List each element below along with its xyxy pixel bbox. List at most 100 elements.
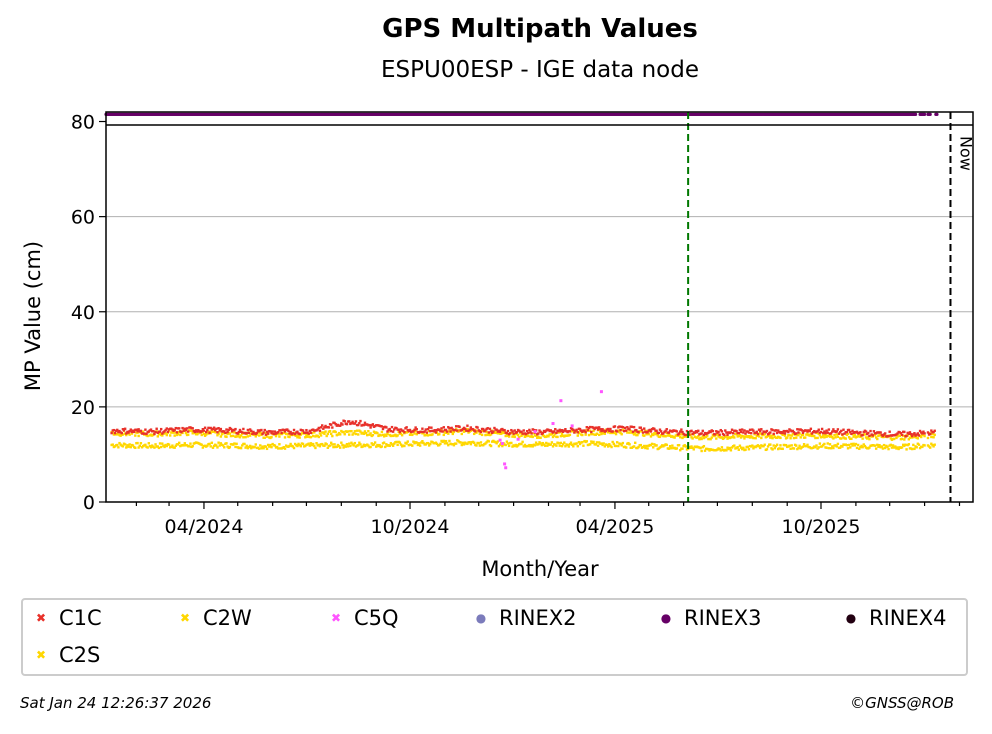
point-c1c <box>201 428 205 431</box>
point-c2s <box>601 443 604 447</box>
point-c2s <box>211 446 215 449</box>
point-c2w <box>254 435 257 438</box>
point-c2s <box>537 443 540 446</box>
point-c2s <box>835 445 838 448</box>
point-c2w <box>739 436 743 439</box>
point-c2w <box>485 430 488 434</box>
point-c2s <box>762 445 765 448</box>
point-c1c <box>247 431 251 435</box>
point-c1c <box>643 427 646 430</box>
point-c1c <box>177 427 181 430</box>
point-c2s <box>726 446 729 449</box>
point-c1c <box>717 430 720 434</box>
point-c1c <box>251 432 254 436</box>
point-c2w <box>755 434 759 437</box>
point-c1c <box>183 427 187 430</box>
point-c2s <box>429 442 432 446</box>
point-c1c <box>440 427 443 430</box>
point-c2s <box>792 447 796 450</box>
x-tick-label-10/2024: 10/2024 <box>371 516 450 538</box>
point-c1c <box>613 425 617 428</box>
point-c2s <box>772 444 775 447</box>
point-c2s <box>855 446 859 450</box>
point-c2w <box>415 433 418 436</box>
point-c2w <box>771 436 774 440</box>
point-c2w <box>520 434 523 438</box>
point-c2s <box>332 445 335 449</box>
point-c2w <box>758 432 762 435</box>
point-c2w <box>752 436 755 440</box>
point-c2s <box>692 448 695 451</box>
point-c2w <box>576 434 579 437</box>
point-c2s <box>652 446 655 449</box>
point-c2w <box>701 435 704 438</box>
point-c1c <box>424 428 427 431</box>
point-c1c <box>185 427 189 430</box>
point-c1c <box>324 424 327 428</box>
point-c2w <box>348 433 351 436</box>
point-c2w <box>867 436 870 439</box>
point-c2w <box>852 435 855 438</box>
point-c2s <box>923 444 926 447</box>
point-c1c <box>657 431 661 435</box>
point-c2w <box>895 436 898 440</box>
point-c1c <box>796 428 799 431</box>
point-c1c <box>469 426 473 429</box>
point-c1c <box>465 429 468 432</box>
point-c1c <box>131 429 135 432</box>
point-c1c <box>913 432 916 435</box>
point-c2s <box>752 447 755 450</box>
point-c1c <box>262 431 265 434</box>
point-c2w <box>779 436 782 440</box>
point-c1c <box>354 420 358 423</box>
point-c2w <box>534 434 538 437</box>
point-c2w <box>698 438 701 441</box>
point-c1c <box>206 428 209 432</box>
legend-marker-rinex4: ● <box>845 611 857 625</box>
point-c1c <box>488 427 492 431</box>
point-c2s <box>243 442 246 446</box>
point-c2w <box>357 433 360 436</box>
point-c2w <box>278 435 281 438</box>
point-c2s <box>234 445 237 449</box>
point-c2w <box>695 436 699 439</box>
point-c2s <box>373 441 377 444</box>
point-c2s <box>340 441 343 444</box>
point-c2s <box>733 444 736 447</box>
point-c2s <box>758 446 762 450</box>
point-c2s <box>887 447 890 451</box>
point-c2s <box>468 441 471 444</box>
point-c2w <box>619 431 622 435</box>
point-c2w <box>364 431 368 435</box>
point-c2w <box>451 432 454 436</box>
point-c2w <box>770 434 773 437</box>
point-c1c <box>408 428 412 432</box>
point-c1c <box>164 428 167 432</box>
point-c1c <box>149 428 153 431</box>
point-c2s <box>226 445 229 448</box>
point-c2s <box>361 445 364 448</box>
point-c2s <box>603 445 607 448</box>
point-c2s <box>288 444 291 448</box>
point-c2w <box>141 430 145 433</box>
point-c2s <box>540 443 543 447</box>
point-c2w <box>824 433 827 437</box>
point-c2w <box>763 432 766 436</box>
point-c1c <box>819 430 823 434</box>
point-c2s <box>390 443 394 446</box>
point-c2s <box>128 443 131 446</box>
point-c1c <box>879 431 882 434</box>
point-c1c <box>182 429 185 432</box>
point-c2w <box>366 433 369 437</box>
point-c1c <box>715 430 718 433</box>
point-c2s <box>405 442 408 445</box>
point-c1c <box>739 430 743 434</box>
point-c2s <box>411 444 414 447</box>
point-c2s <box>773 446 777 450</box>
point-c2s <box>292 446 296 450</box>
point-c1c <box>755 430 759 434</box>
point-c2s <box>555 444 558 447</box>
point-c2w <box>376 431 379 435</box>
point-c1c <box>769 431 772 434</box>
point-c2s <box>546 444 549 447</box>
